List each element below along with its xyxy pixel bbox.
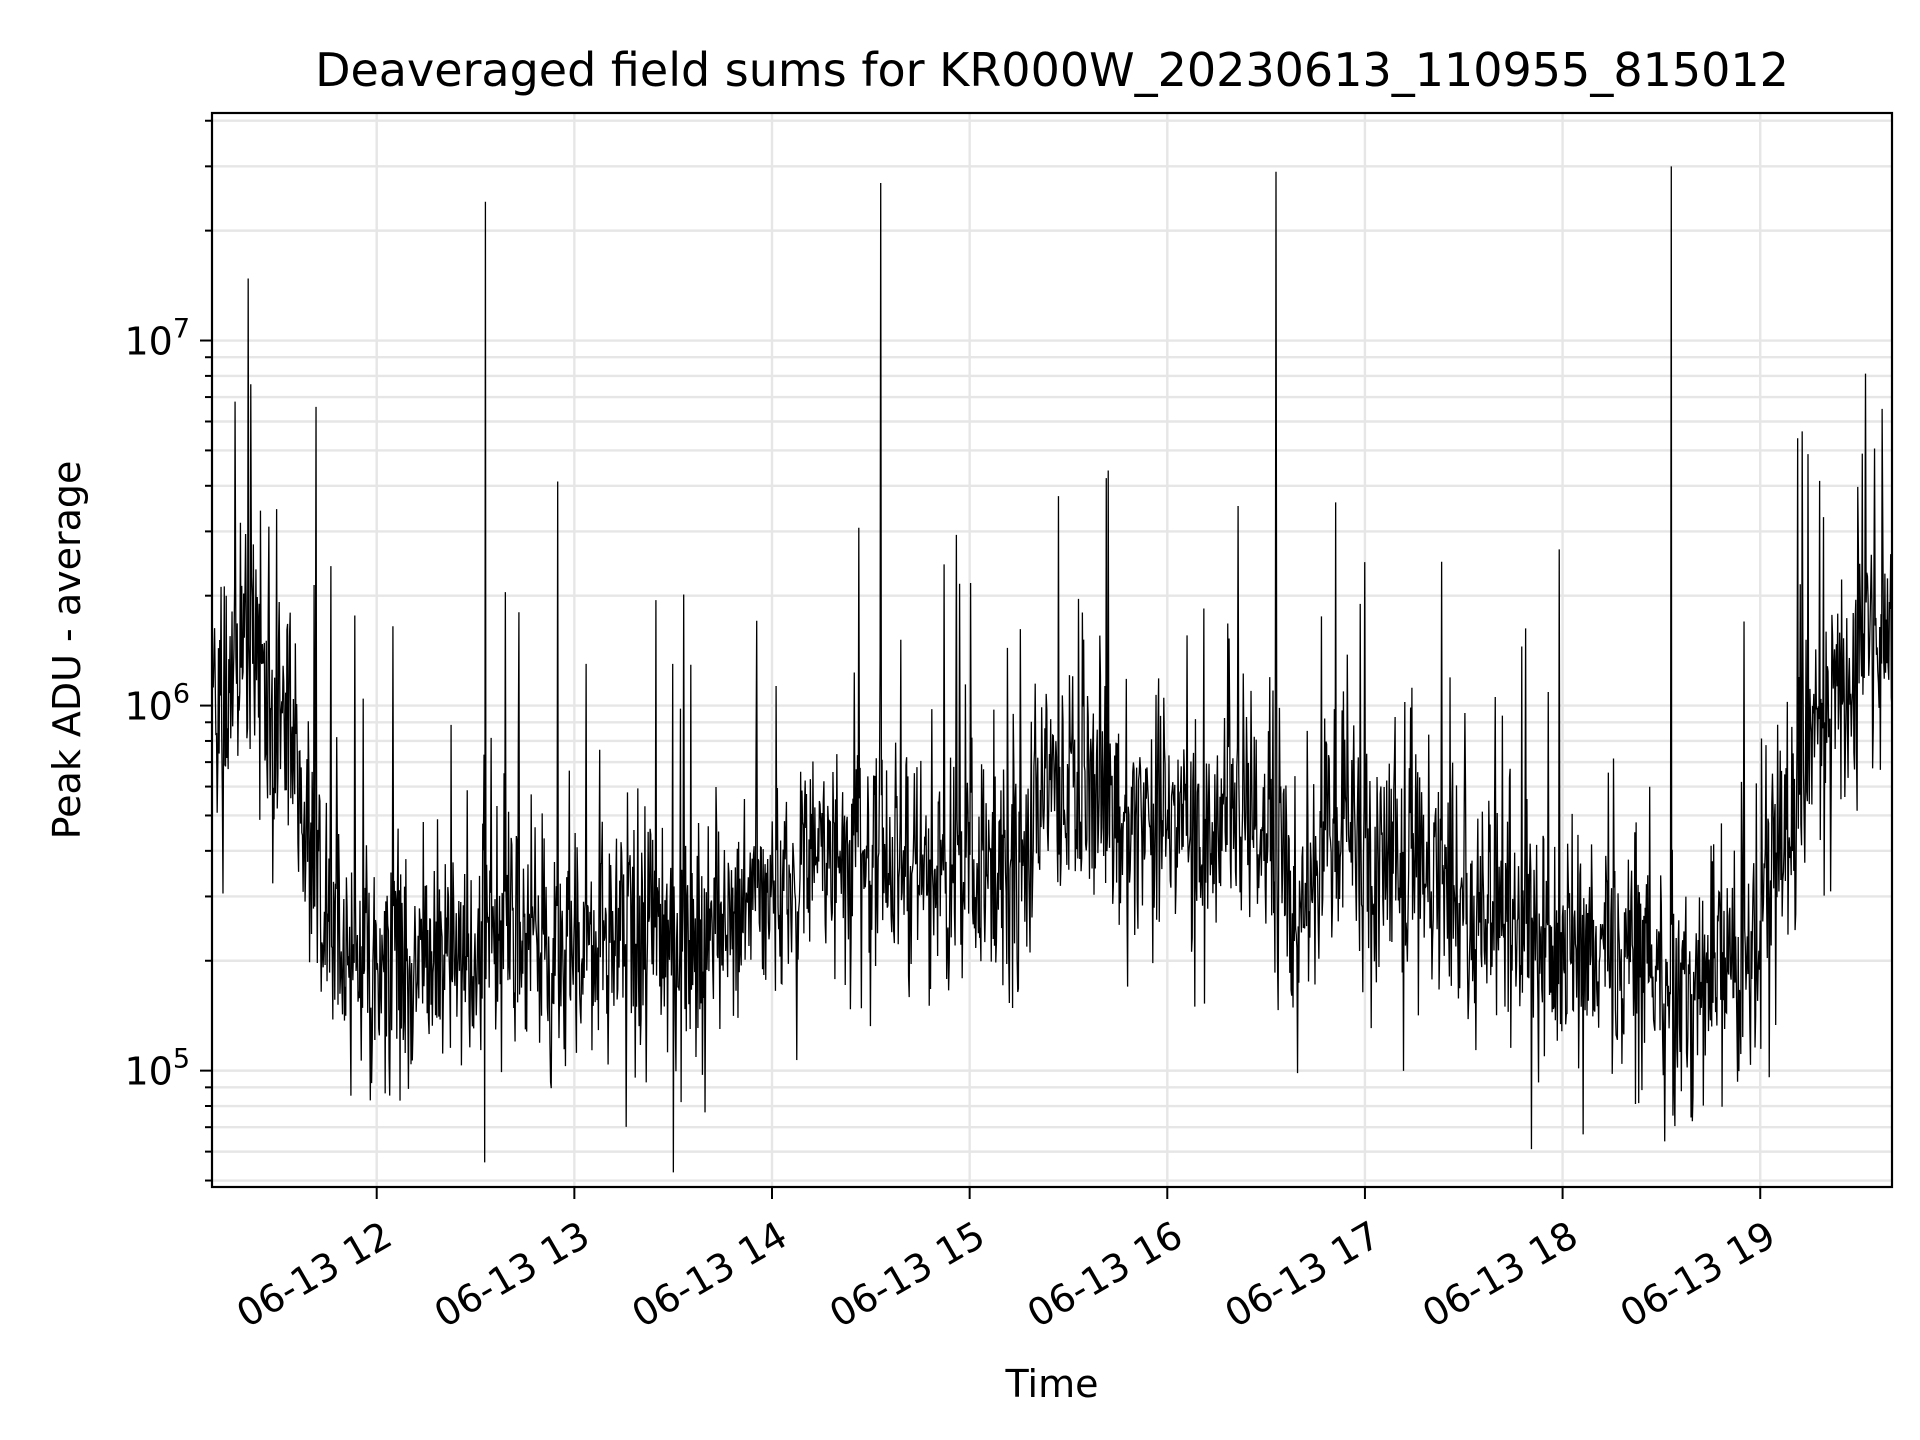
y-tick-label: 106 [124, 679, 190, 729]
axes-frame [210, 111, 1894, 1189]
series-line [211, 166, 1893, 1173]
y-tick-label-exponent: 6 [173, 679, 190, 710]
y-tick-label-base: 10 [124, 685, 172, 729]
series-layer [211, 166, 1893, 1173]
y-tick-label-exponent: 5 [173, 1044, 190, 1075]
y-tick-label-base: 10 [124, 320, 172, 364]
y-tick-label: 105 [124, 1044, 190, 1094]
x-axis-label: Time [1005, 1362, 1099, 1406]
y-tick-label: 107 [124, 314, 190, 364]
y-axis-label: Peak ADU - average [45, 461, 89, 840]
chart-title: Deaveraged field sums for KR000W_2023061… [315, 43, 1789, 97]
y-tick-label-exponent: 7 [173, 314, 190, 345]
y-tick-label-base: 10 [124, 1050, 172, 1094]
